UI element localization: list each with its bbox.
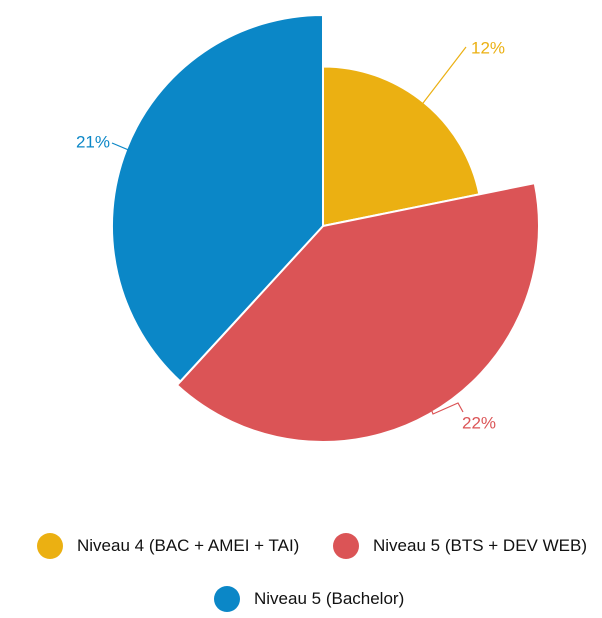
legend-item-niveau-5-bts[interactable]: Niveau 5 (BTS + DEV WEB) [333, 532, 587, 560]
leader-line-niveau-5-bachelor [111, 142, 132, 152]
legend-item-niveau-5-bachelor[interactable]: Niveau 5 (Bachelor) [214, 585, 404, 613]
leader-line-niveau-4 [396, 46, 467, 138]
legend-swatch-niveau-5-bts [333, 533, 359, 559]
legend-swatch-niveau-5-bachelor [214, 586, 240, 612]
legend-label-niveau-5-bts: Niveau 5 (BTS + DEV WEB) [373, 536, 587, 555]
pie-slice-niveau-5-bts[interactable] [175, 182, 540, 443]
leader-line-niveau-5-bts [429, 402, 464, 415]
legend-label-niveau-4: Niveau 4 (BAC + AMEI + TAI) [77, 536, 300, 555]
pie-chart: 12% 22% 21% [76, 13, 540, 443]
legend-swatch-niveau-4 [37, 533, 63, 559]
legend-item-niveau-4[interactable]: Niveau 4 (BAC + AMEI + TAI) [37, 532, 299, 560]
legend-label-niveau-5-bachelor: Niveau 5 (Bachelor) [254, 589, 405, 608]
data-label-niveau-4: 12% [471, 38, 505, 57]
data-label-niveau-5-bachelor: 21% [76, 132, 110, 151]
data-label-niveau-5-bts: 22% [462, 413, 496, 432]
